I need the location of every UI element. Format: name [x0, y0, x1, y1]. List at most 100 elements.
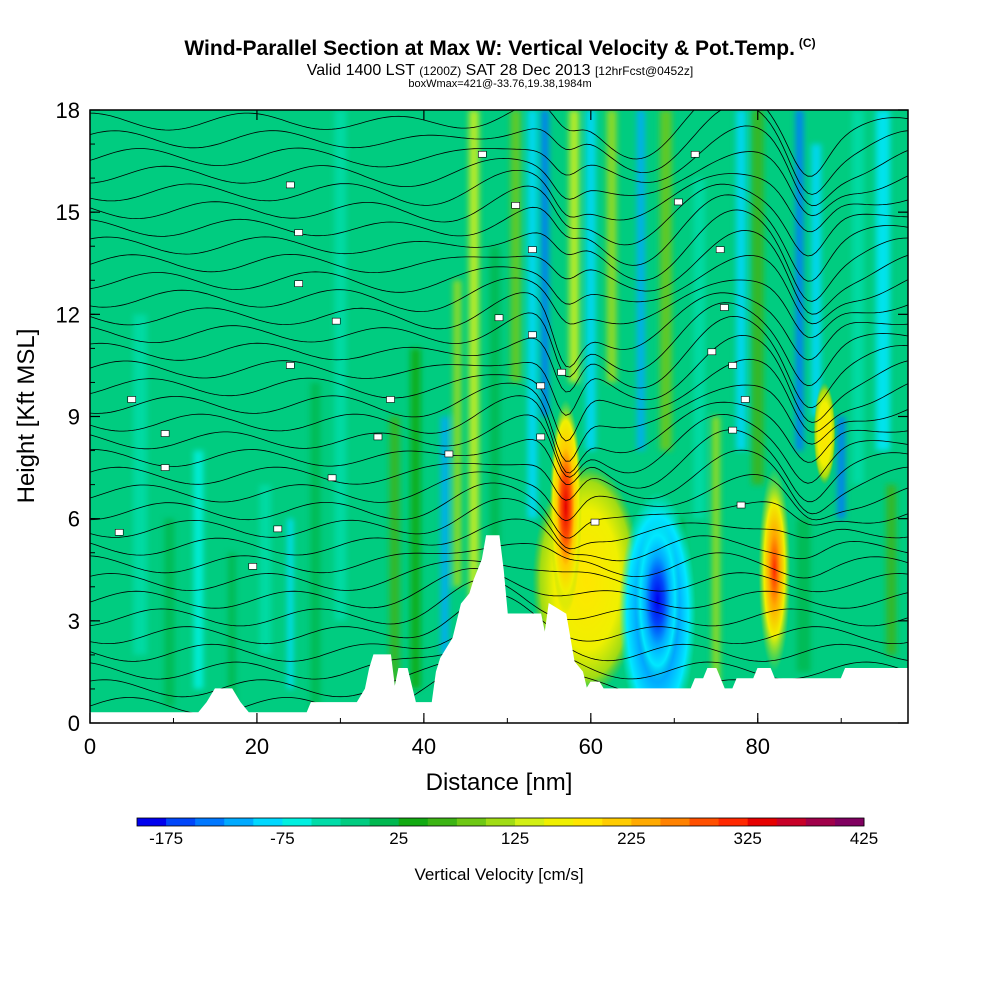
- velocity-streak: [453, 280, 462, 587]
- velocity-streak: [886, 484, 897, 655]
- y-tick-label: 12: [56, 302, 80, 327]
- colorbar-swatch: [660, 818, 691, 826]
- velocity-streak: [259, 484, 272, 655]
- isentrope-label: [248, 563, 258, 570]
- velocity-streak: [489, 246, 500, 655]
- velocity-streak: [811, 144, 822, 417]
- isentrope-label: [557, 368, 566, 376]
- isentrope-line: [90, 429, 908, 503]
- isentrope-label: [114, 528, 124, 536]
- y-tick-label: 9: [68, 405, 80, 430]
- isentrope-label: [528, 246, 537, 253]
- colorbar-swatch: [340, 818, 371, 826]
- isentrope-label: [286, 181, 295, 189]
- colorbar-swatch: [631, 818, 661, 826]
- isentrope-line: [90, 292, 908, 368]
- isentrope-label: [331, 317, 341, 325]
- isentrope-line: [90, 334, 908, 423]
- colorbar-swatch: [689, 818, 720, 826]
- valid-time: Valid 1400 LST: [306, 62, 415, 79]
- isentrope-line: [90, 413, 908, 484]
- colorbar-swatch: [195, 818, 225, 826]
- colorbar-swatch: [456, 818, 487, 826]
- velocity-streak: [410, 348, 421, 689]
- colorbar-swatch: [834, 818, 865, 826]
- isentrope-line: [90, 518, 908, 562]
- colorbar-swatch: [485, 818, 516, 826]
- isentrope-line: [90, 110, 908, 195]
- colorbar-swatch: [224, 818, 254, 826]
- isentrope-line: [90, 395, 908, 474]
- isentrope-label: [273, 525, 283, 533]
- colorbar-tick-label: 425: [850, 829, 878, 848]
- axes: 0 20 40 60 80 0 3 6 9 12 15 18: [56, 98, 908, 759]
- isentrope-label: [536, 433, 546, 441]
- isentrope-line: [90, 230, 908, 315]
- y-axis-title: Height [Kft MSL]: [13, 329, 40, 504]
- colorbar-tick-label: 25: [389, 829, 408, 848]
- velocity-streak: [540, 110, 549, 417]
- isentrope-line: [90, 358, 908, 442]
- velocity-streak: [875, 110, 890, 451]
- velocity-cores: [532, 382, 836, 723]
- plot-field: [90, 110, 908, 723]
- isentrope-label: [478, 150, 487, 158]
- velocity-streak: [693, 178, 706, 519]
- x-tick-label: 80: [746, 734, 770, 759]
- isentrope-label: [728, 426, 738, 434]
- colorbar-swatch: [282, 818, 312, 826]
- y-tick-label: 6: [68, 507, 80, 532]
- y-tick-label: 0: [68, 711, 80, 736]
- colorbar-swatch: [544, 818, 574, 826]
- isentrope-line: [90, 302, 908, 387]
- colorbar-swatch: [398, 818, 429, 826]
- isentrope-label: [127, 396, 137, 403]
- x-tick-label: 20: [245, 734, 269, 759]
- velocity-streak: [851, 110, 864, 485]
- isentrope-label: [160, 464, 170, 471]
- isentrope-label: [740, 396, 750, 403]
- isentrope-label: [690, 150, 700, 158]
- colorbar-tick-label: 325: [733, 829, 761, 848]
- colorbar-swatch: [515, 818, 545, 826]
- isentrope-label: [528, 331, 537, 339]
- isentrope-line: [90, 125, 908, 207]
- colorbar-tick-label: 125: [501, 829, 529, 848]
- colorbar-title: Vertical Velocity [cm/s]: [414, 865, 583, 884]
- velocity-streak: [389, 416, 400, 723]
- velocity-streak: [510, 110, 521, 383]
- x-tick-label: 0: [84, 734, 96, 759]
- isentrope-label: [444, 450, 454, 458]
- colorbar-swatch: [602, 818, 632, 826]
- downdraft-core: [635, 518, 680, 683]
- isentrope-line: [90, 209, 908, 302]
- y-tick-label: 15: [56, 200, 80, 225]
- colorbar-swatch: [137, 818, 167, 826]
- velocity-streak: [287, 518, 294, 689]
- velocity-streak: [193, 450, 204, 689]
- isentrope-line: [90, 170, 908, 233]
- colorbar-swatch: [166, 818, 196, 826]
- isentrope-line: [90, 315, 908, 409]
- velocity-streak: [440, 416, 449, 655]
- forecast-run: [12hrFcst@0452z]: [594, 64, 694, 78]
- isentrope-label: [286, 362, 295, 369]
- box-max-info: boxWmax=421@-33.76,19.38,1984m: [408, 78, 592, 90]
- colorbar: -175 -75 25 125 225 325 425: [136, 817, 878, 848]
- y-tick-label: 3: [68, 609, 80, 634]
- velocity-streak: [795, 110, 804, 451]
- velocity-streak: [837, 416, 846, 519]
- isentrope-label: [327, 474, 337, 482]
- isentrope-line: [90, 471, 908, 522]
- title-text: Wind-Parallel Section at Max W: Vertical…: [184, 37, 795, 60]
- colorbar-swatch: [718, 818, 749, 826]
- isentrope-label: [536, 382, 546, 390]
- colorbar-tick-label: -75: [270, 829, 295, 848]
- x-tick-label: 40: [412, 734, 436, 759]
- isentrope-contours: [90, 110, 908, 715]
- isentrope-label: [590, 518, 600, 526]
- colorbar-swatch: [747, 818, 778, 826]
- isentrope-line: [90, 151, 908, 217]
- velocity-streak: [606, 110, 617, 383]
- isentrope-labels: [114, 150, 750, 570]
